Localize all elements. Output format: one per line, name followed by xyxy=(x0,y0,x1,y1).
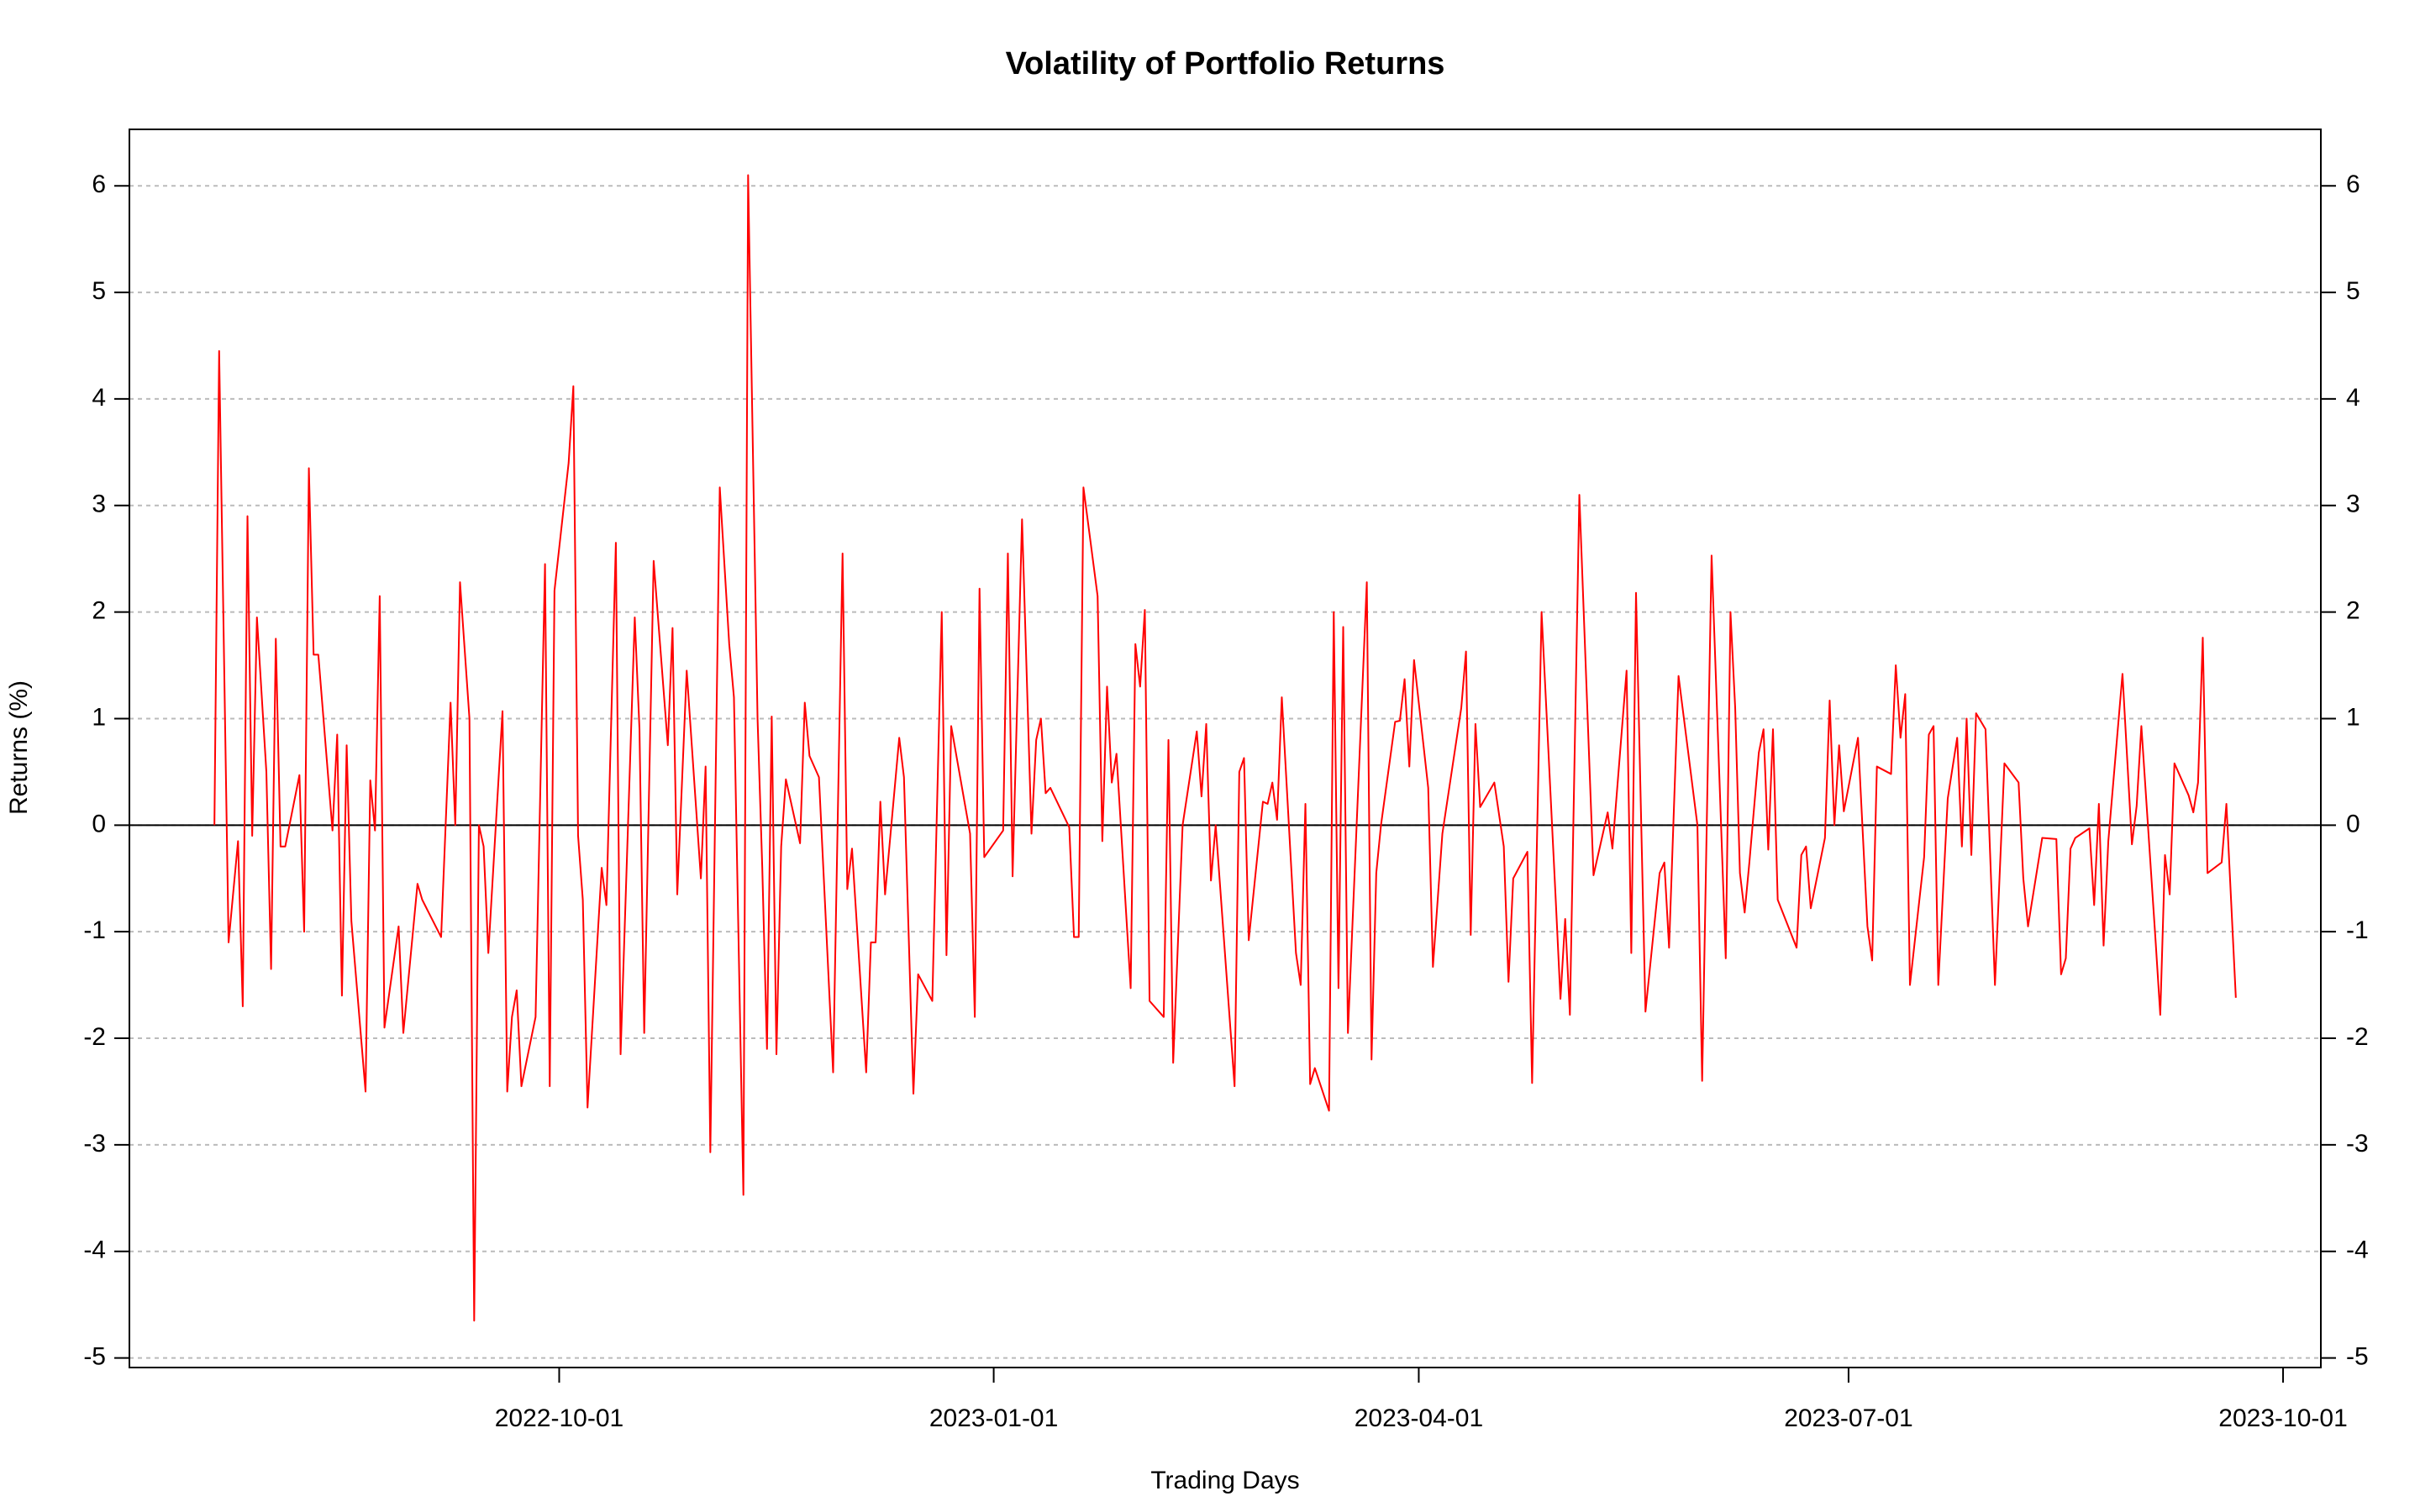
y-tick-label-right: -1 xyxy=(2346,916,2369,944)
y-tick-label: 2 xyxy=(92,597,106,625)
y-tick-label: -1 xyxy=(83,916,106,944)
y-tick-label-right: 0 xyxy=(2346,810,2360,837)
plot-frame xyxy=(129,129,2322,1368)
y-tick-label: 4 xyxy=(92,384,106,412)
x-tick-label: 2023-07-01 xyxy=(1784,1404,1912,1432)
y-tick-label: 0 xyxy=(92,810,106,837)
y-tick-label-right: 6 xyxy=(2346,171,2360,198)
y-tick-label: 5 xyxy=(92,277,106,305)
y-axis-title: Returns (%) xyxy=(5,680,33,815)
y-tick-label: -5 xyxy=(83,1343,106,1371)
y-tick-label-right: 4 xyxy=(2346,384,2360,412)
x-tick-label: 2023-01-01 xyxy=(929,1404,1058,1432)
y-tick-label-right: -4 xyxy=(2346,1236,2369,1264)
y-tick-label-right: 2 xyxy=(2346,597,2360,625)
y-tick-label-right: 5 xyxy=(2346,277,2360,305)
y-tick-label-right: -5 xyxy=(2346,1343,2369,1371)
y-tick-label: -3 xyxy=(83,1130,106,1158)
y-tick-label: 6 xyxy=(92,171,106,198)
y-tick-label: -4 xyxy=(83,1236,106,1264)
chart-title: Volatility of Portfolio Returns xyxy=(1006,46,1445,81)
y-tick-label-right: 1 xyxy=(2346,703,2360,731)
data-line xyxy=(213,174,2237,1322)
y-tick-label: 3 xyxy=(92,491,106,518)
y-tick-label: 1 xyxy=(92,703,106,731)
x-tick-label: 2022-10-01 xyxy=(495,1404,623,1432)
x-tick-label: 2023-10-01 xyxy=(2218,1404,2347,1432)
y-tick-label: -2 xyxy=(83,1023,106,1051)
x-tick-label: 2023-04-01 xyxy=(1355,1404,1483,1432)
x-axis-title: Trading Days xyxy=(1150,1467,1299,1494)
y-tick-label-right: -3 xyxy=(2346,1130,2369,1158)
y-tick-label-right: 3 xyxy=(2346,491,2360,518)
y-tick-label-right: -2 xyxy=(2346,1023,2369,1051)
